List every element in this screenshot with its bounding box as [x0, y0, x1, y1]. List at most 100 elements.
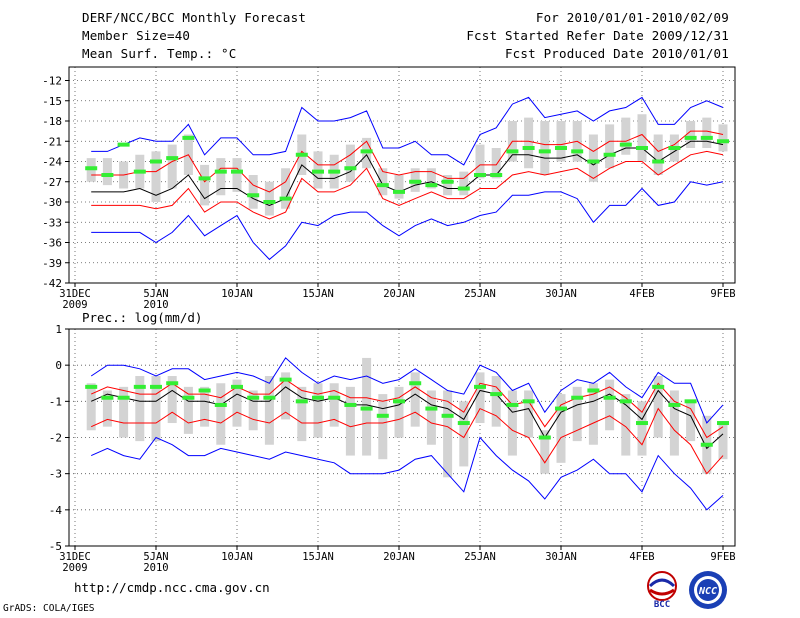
- y-tick-label: -36: [42, 237, 62, 250]
- observed-marker: [425, 183, 438, 188]
- observed-marker: [425, 406, 438, 411]
- y-tick-label: -39: [42, 257, 62, 270]
- y-tick-label: -21: [42, 135, 62, 148]
- spread-box: [475, 144, 485, 179]
- observed-marker: [684, 135, 697, 140]
- precipitation-lower-line: [90, 407, 724, 475]
- observed-marker: [522, 399, 535, 404]
- observed-marker: [603, 395, 616, 400]
- spread-box: [410, 372, 420, 427]
- observed-marker: [603, 152, 616, 157]
- observed-marker: [587, 159, 600, 164]
- spread-box: [232, 158, 242, 192]
- y-tick-label: -2: [49, 432, 62, 445]
- observed-marker: [295, 152, 308, 157]
- spread-box: [605, 379, 615, 431]
- y-tick-label: -12: [42, 75, 62, 88]
- observed-marker: [182, 395, 195, 400]
- observed-marker: [360, 149, 373, 154]
- y-tick-label: 0: [55, 359, 62, 372]
- spread-box: [264, 181, 274, 216]
- x-tick-label: 25JAN: [464, 288, 496, 300]
- observed-marker: [166, 156, 179, 161]
- x-tick-label: 9FEB: [710, 551, 735, 563]
- observed-marker: [231, 169, 243, 174]
- spread-box: [426, 390, 436, 445]
- spread-box: [572, 386, 582, 442]
- spread-box: [86, 383, 96, 431]
- ncc-logo: NCC: [689, 571, 727, 609]
- observed-marker: [328, 169, 341, 174]
- forecast-produced: Fcst Produced Date 2010/01/01: [504, 46, 729, 61]
- spread-box: [135, 376, 145, 442]
- observed-marker: [133, 384, 146, 389]
- x-tick-year-label: 2009: [62, 562, 87, 574]
- spread-box: [102, 158, 112, 186]
- observed-marker: [555, 406, 567, 411]
- spread-box: [394, 386, 404, 438]
- x-tick-label: 20JAN: [383, 288, 415, 300]
- spread-box: [167, 144, 177, 189]
- footer-url[interactable]: http://cmdp.ncc.cma.gov.cn: [74, 580, 270, 595]
- observed-marker: [684, 399, 697, 404]
- spread-box: [621, 117, 631, 155]
- x-tick-label: 20JAN: [383, 551, 415, 563]
- forecast-period: For 2010/01/01-2010/02/09: [535, 10, 729, 25]
- spread-box: [718, 124, 728, 152]
- observed-marker: [717, 421, 729, 426]
- observed-marker: [571, 395, 584, 400]
- spread-box: [248, 390, 258, 431]
- x-tick-label: 10JAN: [221, 551, 253, 563]
- observed-marker: [85, 384, 98, 389]
- spread-box: [200, 386, 210, 427]
- y-tick-label: -24: [42, 156, 62, 169]
- precipitation-min-line: [90, 436, 724, 511]
- observed-marker: [393, 399, 405, 404]
- observed-marker: [409, 381, 422, 386]
- observed-marker: [636, 146, 648, 150]
- spread-box: [167, 376, 177, 424]
- spread-box: [151, 376, 161, 442]
- observed-marker: [409, 179, 422, 184]
- chart-title: DERF/NCC/BCC Monthly Forecast: [82, 10, 307, 25]
- observed-marker: [101, 173, 114, 177]
- spread-box: [443, 390, 453, 478]
- spread-box: [151, 151, 161, 202]
- observed-marker: [619, 399, 632, 404]
- spread-box: [394, 175, 404, 199]
- spread-box: [524, 117, 534, 169]
- spread-box: [232, 379, 242, 427]
- observed-marker: [490, 173, 503, 177]
- observed-marker: [263, 200, 276, 204]
- observed-marker: [263, 395, 276, 400]
- temperature-lower-line: [91, 150, 724, 220]
- bcc-logo: BCC: [647, 571, 677, 610]
- observed-marker: [506, 402, 519, 407]
- observed-marker: [198, 176, 211, 181]
- spread-box: [653, 376, 663, 438]
- observed-marker: [652, 159, 665, 164]
- spread-box: [621, 394, 631, 456]
- bcc-logo-text: BCC: [654, 600, 670, 610]
- observed-marker: [117, 395, 130, 400]
- spread-box: [491, 148, 501, 179]
- observed-marker: [231, 384, 243, 389]
- observed-marker: [393, 189, 405, 194]
- observed-marker: [717, 139, 729, 144]
- y-tick-label: 1: [55, 323, 62, 336]
- observed-marker: [587, 388, 600, 393]
- spread-box: [556, 394, 566, 463]
- observed-marker: [538, 149, 551, 154]
- spread-box: [345, 386, 355, 456]
- x-tick-label: 5JAN: [143, 288, 168, 300]
- spread-box: [540, 430, 550, 474]
- temperature-min-line: [91, 181, 724, 261]
- observed-marker: [360, 406, 373, 411]
- x-tick-label: 15JAN: [302, 551, 334, 563]
- x-tick-label: 9FEB: [710, 288, 735, 300]
- spread-box: [200, 164, 210, 206]
- observed-marker: [555, 146, 567, 150]
- spread-box: [102, 390, 112, 427]
- y-tick-label: -42: [42, 277, 62, 290]
